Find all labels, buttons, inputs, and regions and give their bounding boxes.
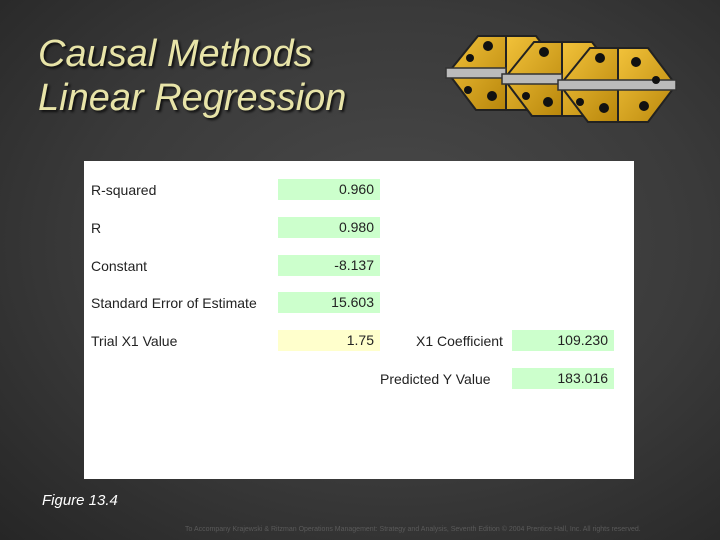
title-line-1: Causal Methods [38, 33, 313, 75]
figure-caption: Figure 13.4 [42, 492, 118, 509]
std-error-value[interactable]: 15.603 [278, 292, 380, 313]
r-squared-value[interactable]: 0.960 [278, 179, 380, 200]
r-squared-label: R-squared [91, 182, 157, 198]
x1-coefficient-value[interactable]: 109.230 [512, 330, 614, 351]
copyright-footer: To Accompany Krajewski & Ritzman Operati… [185, 526, 641, 533]
hinge-icon [557, 47, 678, 123]
trial-x1-input[interactable]: 1.75 [278, 330, 380, 351]
constant-label: Constant [91, 258, 148, 274]
regression-results-panel: R-squared 0.960 R 0.980 Constant -8.137 … [84, 161, 634, 479]
x1-coefficient-label: X1 Coefficient [416, 333, 503, 349]
slide-title: Causal Methods Linear Regression [38, 32, 346, 120]
r-label: R [91, 220, 102, 236]
predicted-y-value[interactable]: 183.016 [512, 368, 614, 389]
trial-x1-label: Trial X1 Value [91, 333, 178, 349]
r-value[interactable]: 0.980 [278, 217, 380, 238]
title-line-2: Linear Regression [38, 77, 347, 119]
std-error-label: Standard Error of Estimate [91, 295, 257, 311]
constant-value[interactable]: -8.137 [278, 255, 380, 276]
hinges-illustration [445, 35, 678, 123]
predicted-y-label: Predicted Y Value [380, 371, 491, 387]
